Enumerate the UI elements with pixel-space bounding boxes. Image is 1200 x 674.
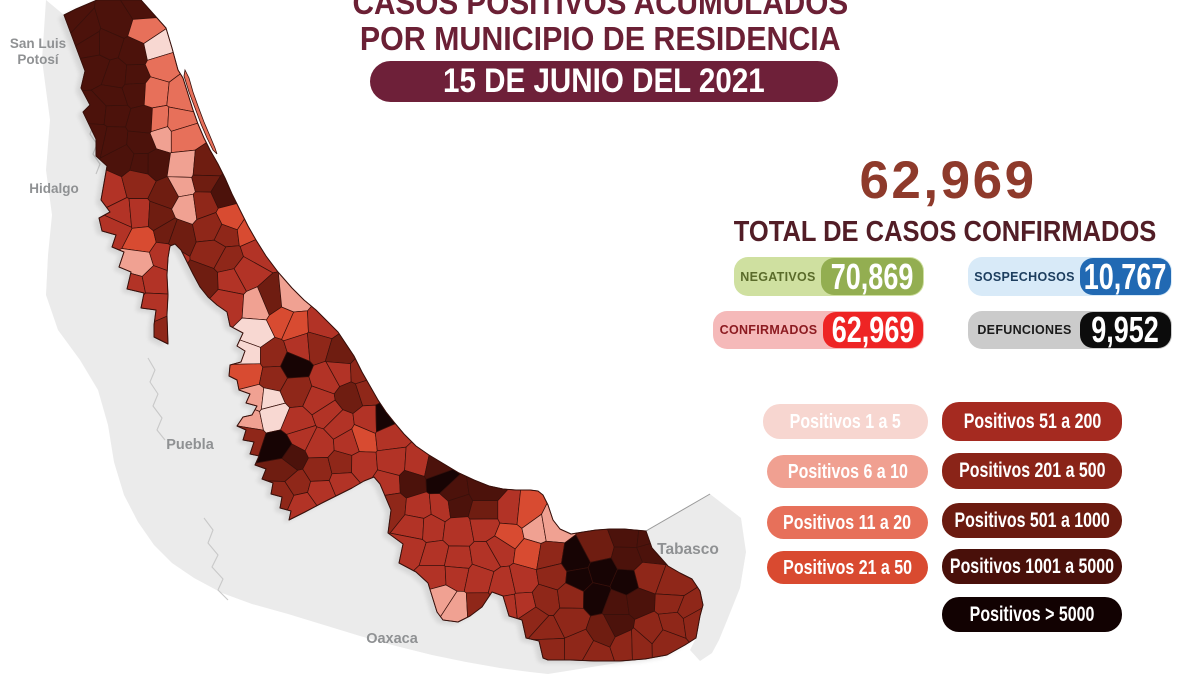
svg-text:Hidalgo: Hidalgo bbox=[29, 181, 79, 196]
svg-text:Potosí: Potosí bbox=[17, 52, 60, 67]
svg-text:Tabasco: Tabasco bbox=[657, 541, 719, 558]
svg-text:San Luis: San Luis bbox=[10, 36, 66, 51]
svg-text:Oaxaca: Oaxaca bbox=[366, 631, 419, 647]
svg-text:Puebla: Puebla bbox=[166, 437, 214, 453]
